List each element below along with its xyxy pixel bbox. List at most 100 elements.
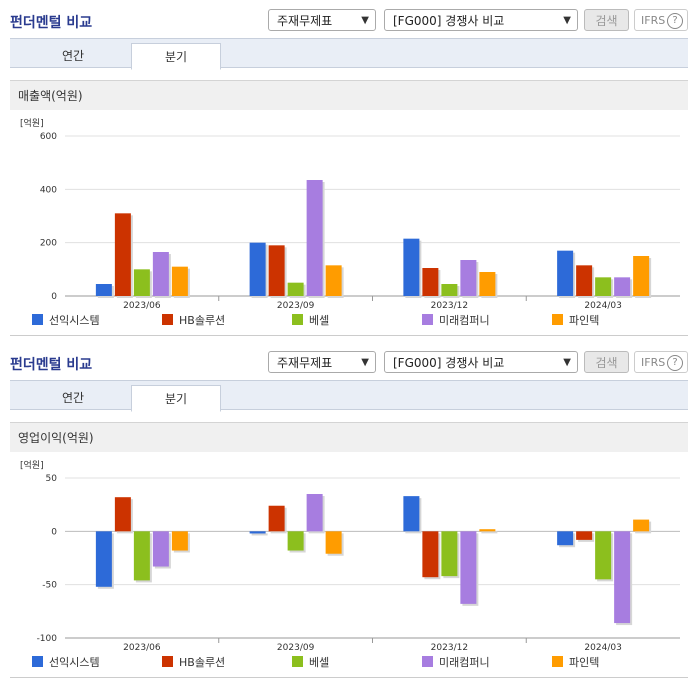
x-tick-label: 2023/06 — [123, 643, 161, 653]
bar — [614, 277, 631, 296]
legend-item[interactable]: 파인텍 — [552, 314, 599, 330]
bar — [287, 282, 304, 296]
statement-select[interactable]: 주재무제표 ▼ — [268, 351, 376, 373]
bar — [95, 531, 112, 587]
statement-select-value: 주재무제표 — [277, 14, 333, 28]
bar-shadow — [251, 533, 268, 536]
legend-item[interactable]: 선익시스템 — [32, 314, 100, 330]
tab-quarterly[interactable]: 분기 — [131, 385, 221, 412]
bar — [325, 531, 342, 554]
operating-profit-chart: [억원] -100 -50 0 50 2023/06 2023/09 2023/12 2024/… — [20, 459, 680, 653]
legend-swatch — [32, 656, 43, 667]
bar — [306, 180, 323, 296]
search-button[interactable]: 검색 — [584, 9, 629, 31]
bar — [460, 531, 477, 604]
legend-item[interactable]: 미래컴퍼니 — [422, 656, 490, 672]
help-icon[interactable]: ? — [667, 355, 683, 371]
bar — [114, 213, 131, 296]
bar — [287, 531, 304, 551]
bar — [479, 272, 496, 296]
x-tick-label: 2023/06 — [123, 301, 161, 311]
legend-label: 선익시스템 — [49, 314, 100, 327]
tab-annual[interactable]: 연간 — [61, 49, 85, 63]
bar — [422, 531, 439, 578]
legend-label: 미래컴퍼니 — [439, 314, 490, 327]
legend-label: 선익시스템 — [49, 656, 100, 669]
section-title: 영업이익(억원) — [10, 422, 688, 452]
bar — [133, 269, 150, 296]
statement-select-value: 주재무제표 — [277, 356, 333, 370]
bar — [422, 268, 439, 296]
chart-legend: 선익시스템 HB솔루션 베셀 미래컴퍼니 파인텍 — [0, 314, 696, 330]
legend-item[interactable]: 미래컴퍼니 — [422, 314, 490, 330]
legend-swatch — [32, 314, 43, 325]
bar — [576, 531, 593, 540]
bar — [306, 494, 323, 532]
fundamental-panel-revenue: 펀더멘털 비교 주재무제표 ▼ [FG000] 경쟁사 비교 ▼ 검색 IFRS? … — [0, 9, 696, 336]
bar — [249, 531, 266, 534]
bar — [171, 266, 188, 296]
section-title: 매출액(억원) — [10, 80, 688, 110]
legend-label: 파인텍 — [569, 656, 600, 669]
bar — [268, 505, 285, 532]
bar — [576, 265, 593, 296]
panel-title: 펀더멘털 비교 — [10, 357, 93, 373]
y-tick-label: 0 — [51, 527, 57, 537]
legend-swatch — [292, 656, 303, 667]
y-tick-label: 200 — [40, 239, 57, 249]
ifrs-button[interactable]: IFRS? — [634, 9, 688, 31]
revenue-chart: [억원] 0 200 400 600 2023/06 2023/09 2023/12 2024/… — [20, 117, 680, 311]
statement-select[interactable]: 주재무제표 ▼ — [268, 9, 376, 31]
legend-item[interactable]: HB솔루션 — [162, 314, 225, 330]
x-tick-label: 2023/09 — [277, 301, 315, 311]
chevron-down-icon: ▼ — [361, 357, 369, 368]
legend-item[interactable]: 베셀 — [292, 656, 329, 672]
legend-label: 베셀 — [309, 656, 330, 669]
bar — [403, 238, 420, 296]
bar — [114, 497, 131, 532]
x-tick-label: 2024/03 — [584, 643, 621, 653]
compare-select[interactable]: [FG000] 경쟁사 비교 ▼ — [384, 351, 578, 373]
tab-quarterly[interactable]: 분기 — [131, 43, 221, 70]
y-tick-label: 600 — [40, 132, 57, 142]
legend-item[interactable]: 선익시스템 — [32, 656, 100, 672]
y-tick-label: 400 — [40, 185, 57, 195]
bar — [614, 531, 631, 624]
x-tick-label: 2023/09 — [277, 643, 315, 653]
legend-item[interactable]: 파인텍 — [552, 656, 599, 672]
compare-select[interactable]: [FG000] 경쟁사 비교 ▼ — [384, 9, 578, 31]
bar-shadow — [481, 531, 498, 534]
legend-item[interactable]: HB솔루션 — [162, 656, 225, 672]
bar — [441, 284, 458, 296]
unit-label: [억원] — [20, 459, 44, 471]
legend-swatch — [162, 656, 173, 667]
bar — [633, 519, 650, 532]
tab-annual[interactable]: 연간 — [61, 391, 85, 405]
x-tick-label: 2024/03 — [584, 301, 621, 311]
legend-swatch — [552, 656, 563, 667]
ifrs-label: IFRS — [641, 356, 666, 369]
y-tick-label: -100 — [37, 634, 58, 644]
fundamental-panel-operating-profit: 펀더멘털 비교 주재무제표 ▼ [FG000] 경쟁사 비교 ▼ 검색 IFRS? … — [0, 342, 696, 684]
chevron-down-icon: ▼ — [361, 15, 369, 26]
bar — [249, 242, 266, 296]
x-tick-label: 2023/12 — [431, 643, 468, 653]
y-tick-label: 0 — [51, 292, 57, 302]
bar — [133, 531, 150, 581]
y-tick-label: 50 — [46, 474, 58, 484]
search-button[interactable]: 검색 — [584, 351, 629, 373]
x-tick-label: 2023/12 — [431, 301, 468, 311]
legend-swatch — [292, 314, 303, 325]
ifrs-button[interactable]: IFRS? — [634, 351, 688, 373]
bar — [557, 250, 574, 296]
bar — [403, 496, 420, 532]
legend-item[interactable]: 베셀 — [292, 314, 329, 330]
bar — [171, 531, 188, 551]
legend-swatch — [422, 314, 433, 325]
bar — [460, 260, 477, 296]
chart-legend: 선익시스템 HB솔루션 베셀 미래컴퍼니 파인텍 — [0, 656, 696, 672]
divider — [10, 677, 688, 678]
period-tabs: 연간 분기 — [10, 380, 688, 412]
legend-label: HB솔루션 — [179, 656, 226, 669]
help-icon[interactable]: ? — [667, 13, 683, 29]
